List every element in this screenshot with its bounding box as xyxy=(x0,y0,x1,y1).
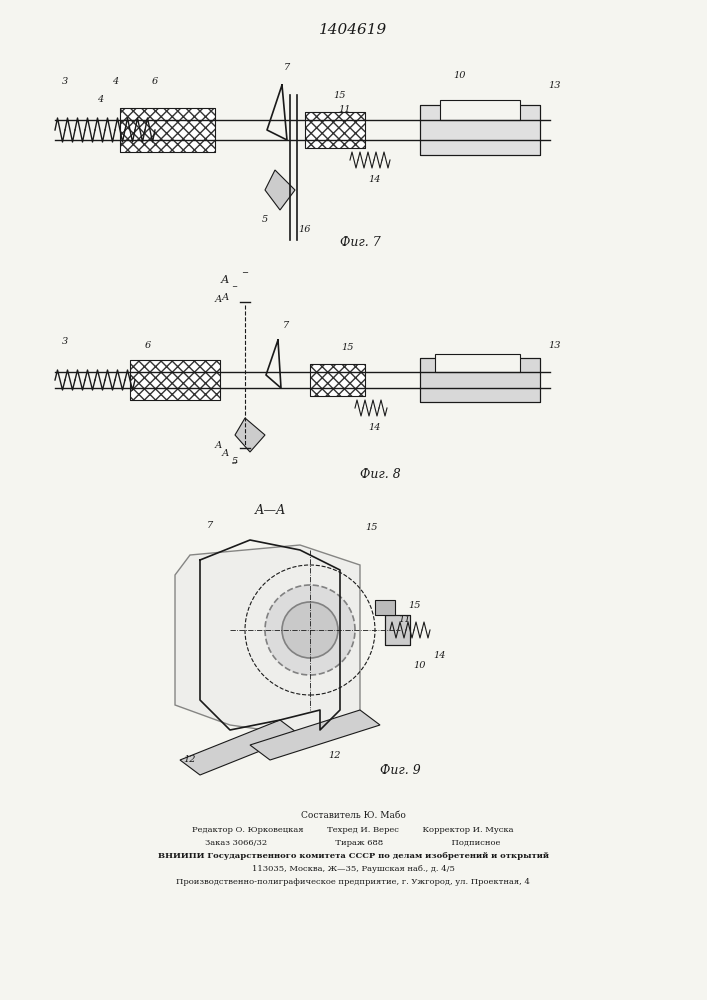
Text: 4: 4 xyxy=(97,96,103,104)
Bar xyxy=(310,364,365,396)
Circle shape xyxy=(265,585,355,675)
Bar xyxy=(305,112,365,148)
Bar xyxy=(435,354,520,372)
Bar xyxy=(305,112,365,148)
Text: 7: 7 xyxy=(283,320,289,330)
Bar xyxy=(420,358,540,402)
Polygon shape xyxy=(250,710,380,760)
Text: А—А: А—А xyxy=(255,504,286,516)
Text: Фиг. 7: Фиг. 7 xyxy=(339,235,380,248)
Text: 13: 13 xyxy=(549,81,561,90)
Bar xyxy=(385,615,410,645)
Text: А: А xyxy=(221,275,229,285)
Text: 113035, Москва, Ж—35, Раушская наб., д. 4/5: 113035, Москва, Ж—35, Раушская наб., д. … xyxy=(252,865,455,873)
Text: 6: 6 xyxy=(152,78,158,87)
Text: 11: 11 xyxy=(399,615,411,624)
Bar xyxy=(120,108,215,152)
Text: 12: 12 xyxy=(329,750,341,760)
Text: ─: ─ xyxy=(232,283,236,291)
Text: Фиг. 8: Фиг. 8 xyxy=(360,468,400,482)
Text: 4: 4 xyxy=(112,78,118,87)
Bar xyxy=(310,364,365,396)
Text: 14: 14 xyxy=(369,424,381,432)
Text: 3: 3 xyxy=(62,338,68,347)
Bar xyxy=(130,360,220,400)
Text: А: А xyxy=(221,448,228,458)
Text: Заказ 3066/32                          Тираж 688                          Подпис: Заказ 3066/32 Тираж 688 Подпис xyxy=(205,839,501,847)
Text: 3: 3 xyxy=(62,78,68,87)
Polygon shape xyxy=(175,545,360,735)
Polygon shape xyxy=(180,720,300,775)
Text: Фиг. 9: Фиг. 9 xyxy=(380,764,421,776)
Text: ─: ─ xyxy=(243,268,247,276)
Bar xyxy=(120,108,215,152)
Text: 10: 10 xyxy=(454,70,466,80)
Text: 14: 14 xyxy=(434,650,446,660)
Circle shape xyxy=(282,602,338,658)
Text: 6: 6 xyxy=(145,340,151,350)
Bar xyxy=(420,358,540,402)
Text: Составитель Ю. Мабо: Составитель Ю. Мабо xyxy=(300,810,405,820)
Text: 10: 10 xyxy=(414,660,426,670)
Bar xyxy=(385,615,410,645)
Text: 15: 15 xyxy=(334,91,346,100)
Text: ─: ─ xyxy=(232,459,236,467)
Text: 14: 14 xyxy=(369,176,381,184)
Text: Редактор О. Юрковецкая         Техред И. Верес         Корректор И. Муска: Редактор О. Юрковецкая Техред И. Верес К… xyxy=(192,826,514,834)
Text: 7: 7 xyxy=(284,64,290,73)
Bar xyxy=(440,100,520,120)
Text: ВНИИПИ Государственного комитета СССР по делам изобретений и открытий: ВНИИПИ Государственного комитета СССР по… xyxy=(158,852,549,860)
Text: 12: 12 xyxy=(184,756,197,764)
Bar xyxy=(420,105,540,155)
Text: 16: 16 xyxy=(299,226,311,234)
Text: А: А xyxy=(221,292,228,302)
Text: 7: 7 xyxy=(207,520,213,530)
Text: А: А xyxy=(215,441,223,450)
Bar xyxy=(130,360,220,400)
Bar xyxy=(420,105,540,155)
Text: 11: 11 xyxy=(339,105,351,114)
Polygon shape xyxy=(265,170,295,210)
Bar xyxy=(375,600,395,615)
Polygon shape xyxy=(235,418,265,452)
Text: Производственно-полиграфическое предприятие, г. Ужгород, ул. Проектная, 4: Производственно-полиграфическое предприя… xyxy=(176,878,530,886)
Text: 15: 15 xyxy=(341,342,354,352)
Text: 5: 5 xyxy=(232,458,238,466)
Text: 15: 15 xyxy=(409,600,421,609)
Text: 1404619: 1404619 xyxy=(319,23,387,37)
Text: 15: 15 xyxy=(366,524,378,532)
Text: 5: 5 xyxy=(262,216,268,225)
Text: А: А xyxy=(215,295,223,304)
Text: 13: 13 xyxy=(549,340,561,350)
